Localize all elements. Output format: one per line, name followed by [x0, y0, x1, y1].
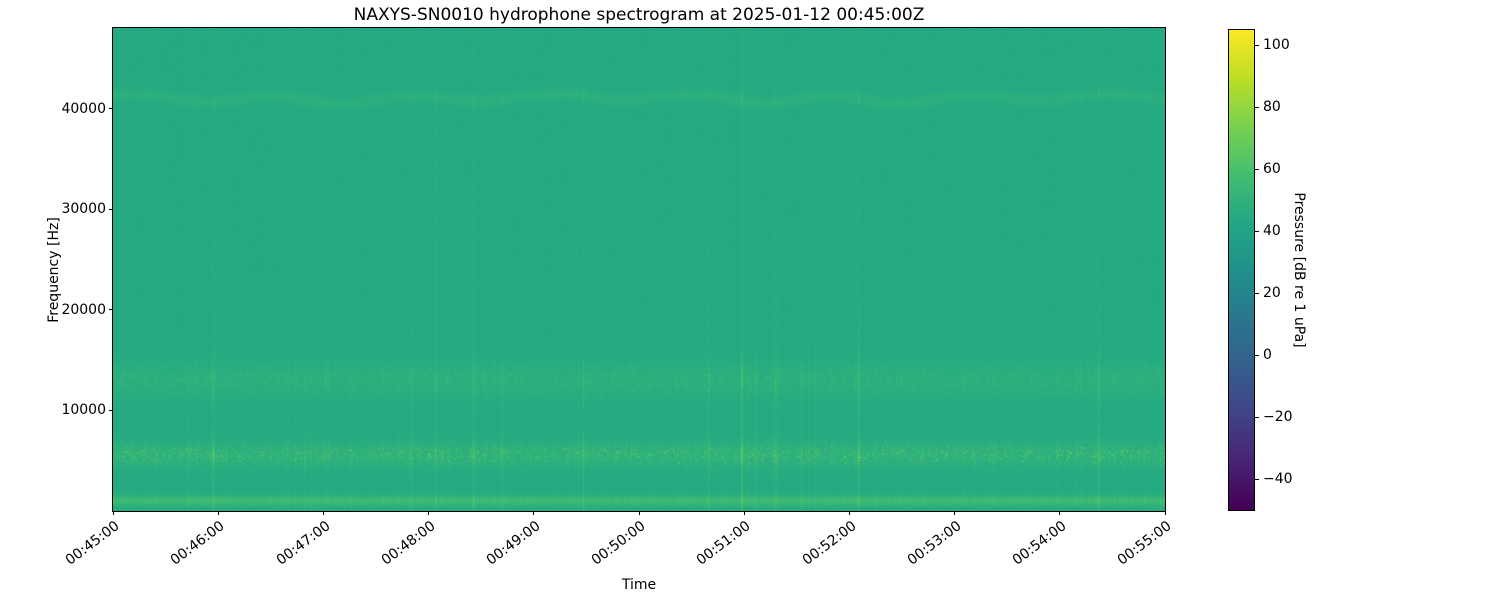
colorbar-tick-label: −40 — [1263, 471, 1293, 488]
x-tick-label-text: 00:47:00 — [273, 518, 334, 569]
x-tick-label-text: 00:55:00 — [1114, 518, 1175, 569]
colorbar-tick-label: 60 — [1263, 161, 1281, 178]
x-tick-mark — [638, 511, 640, 515]
x-tick-mark — [743, 511, 745, 515]
x-tick-label-text: 00:46:00 — [167, 518, 228, 569]
x-tick-mark — [533, 511, 535, 515]
x-tick-mark — [217, 511, 219, 515]
x-tick-mark — [1059, 511, 1061, 515]
y-tick-mark — [109, 309, 113, 311]
spectrogram-heatmap — [113, 28, 1165, 511]
x-tick-label-text: 00:49:00 — [483, 518, 544, 569]
colorbar-tick-label: 20 — [1263, 285, 1281, 302]
plot-area — [112, 27, 1166, 512]
x-tick-mark — [428, 511, 430, 515]
x-tick-label-text: 00:45:00 — [62, 518, 123, 569]
colorbar-tick-mark — [1255, 230, 1259, 232]
x-tick-mark — [322, 511, 324, 515]
colorbar-tick-mark — [1255, 44, 1259, 46]
colorbar-tick-mark — [1255, 354, 1259, 356]
colorbar-tick-label: 100 — [1263, 37, 1290, 54]
colorbar-tick-label: −20 — [1263, 409, 1293, 426]
colorbar-gradient — [1229, 30, 1254, 510]
colorbar-tick-label: 40 — [1263, 223, 1281, 240]
colorbar — [1228, 29, 1255, 511]
colorbar-tick-mark — [1255, 106, 1259, 108]
y-tick-label: 30000 — [61, 201, 106, 218]
x-tick-label-text: 00:52:00 — [799, 518, 860, 569]
y-tick-mark — [109, 409, 113, 411]
y-tick-mark — [109, 108, 113, 109]
x-tick-mark — [848, 511, 850, 515]
colorbar-label: Pressure [dB re 1 uPa] — [1291, 192, 1307, 348]
chart-title: NAXYS-SN0010 hydrophone spectrogram at 2… — [353, 5, 925, 25]
colorbar-tick-mark — [1255, 292, 1259, 294]
x-tick-label-text: 00:50:00 — [588, 518, 649, 569]
colorbar-tick-label: 0 — [1263, 347, 1272, 364]
y-tick-mark — [109, 208, 113, 210]
colorbar-tick-mark — [1255, 416, 1259, 418]
x-tick-label-text: 00:51:00 — [693, 518, 754, 569]
x-axis-label: Time — [621, 577, 657, 593]
x-tick-mark — [954, 511, 956, 515]
y-tick-label: 40000 — [61, 100, 106, 117]
x-tick-mark — [1164, 511, 1166, 515]
x-tick-label-text: 00:48:00 — [378, 518, 439, 569]
colorbar-tick-label: 80 — [1263, 99, 1281, 116]
x-tick-label-text: 00:53:00 — [904, 518, 965, 569]
colorbar-tick-mark — [1255, 478, 1259, 480]
y-tick-label: 10000 — [61, 402, 106, 419]
colorbar-tick-mark — [1255, 168, 1259, 170]
x-tick-label-text: 00:54:00 — [1009, 518, 1070, 569]
y-tick-label: 20000 — [61, 301, 106, 318]
x-tick-mark — [112, 511, 114, 515]
